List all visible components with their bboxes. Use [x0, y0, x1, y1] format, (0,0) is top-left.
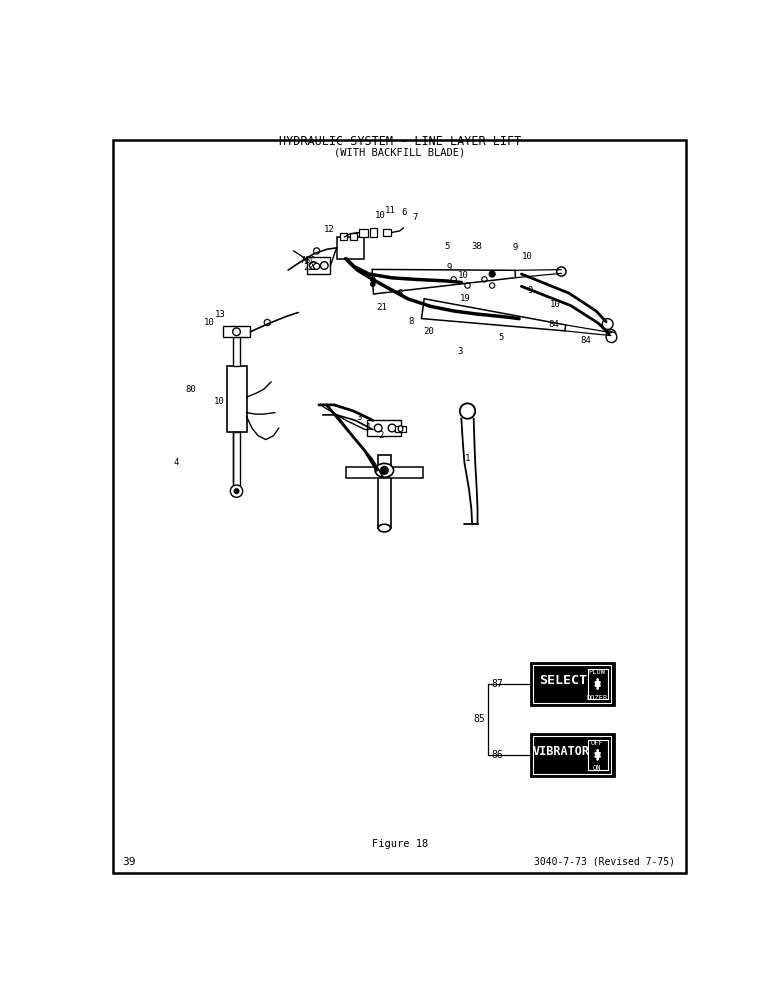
Bar	[378, 455, 391, 528]
Circle shape	[370, 282, 375, 286]
Text: 9: 9	[512, 243, 518, 252]
Text: 1: 1	[367, 424, 371, 432]
Circle shape	[451, 277, 456, 282]
Circle shape	[465, 283, 470, 288]
Ellipse shape	[399, 426, 402, 432]
Text: 38: 38	[471, 242, 482, 251]
Bar	[383, 229, 391, 235]
Text: 4: 4	[174, 458, 179, 467]
Text: 9: 9	[528, 286, 534, 295]
Text: 10: 10	[375, 211, 386, 220]
Circle shape	[310, 262, 317, 269]
Bar	[222, 326, 250, 337]
Text: 87: 87	[491, 679, 502, 689]
Text: 5: 5	[498, 333, 504, 342]
Bar	[346, 467, 423, 478]
Text: 3040-7-73 (Revised 7-75): 3040-7-73 (Revised 7-75)	[534, 857, 675, 867]
Text: 3: 3	[457, 347, 463, 356]
Text: 19: 19	[460, 294, 470, 303]
Text: DOZER: DOZER	[587, 694, 608, 700]
Ellipse shape	[375, 463, 394, 477]
Text: 20: 20	[424, 327, 434, 336]
Text: 8: 8	[397, 289, 402, 298]
Text: 13: 13	[215, 310, 225, 319]
Circle shape	[374, 424, 382, 432]
Circle shape	[264, 319, 271, 326]
Bar	[533, 736, 612, 774]
Text: 1: 1	[465, 454, 470, 463]
Bar	[350, 233, 357, 240]
Circle shape	[490, 283, 495, 288]
Circle shape	[602, 319, 613, 329]
Circle shape	[234, 489, 239, 493]
Text: PLOW: PLOW	[588, 669, 605, 675]
Text: 8: 8	[409, 317, 414, 326]
Text: ON: ON	[593, 765, 601, 771]
Circle shape	[321, 262, 328, 269]
Circle shape	[459, 403, 475, 419]
Text: OFF: OFF	[590, 740, 603, 746]
Text: 9: 9	[446, 263, 452, 272]
Bar	[530, 663, 614, 705]
Circle shape	[381, 466, 388, 474]
Bar	[337, 237, 363, 259]
Text: 7: 7	[413, 213, 418, 222]
Bar	[587, 669, 608, 699]
Text: 3: 3	[356, 413, 362, 422]
Bar	[370, 228, 377, 237]
Circle shape	[314, 263, 320, 269]
Bar	[226, 366, 246, 432]
Text: 39: 39	[122, 857, 136, 867]
Text: 6: 6	[401, 208, 406, 217]
Text: 5: 5	[445, 242, 450, 251]
Text: 10: 10	[459, 271, 469, 280]
Circle shape	[557, 267, 566, 276]
Bar	[232, 432, 240, 486]
Text: SELECT: SELECT	[539, 674, 587, 687]
Circle shape	[606, 332, 617, 343]
Bar	[587, 740, 608, 770]
Bar	[395, 426, 406, 432]
Text: 10: 10	[550, 300, 561, 309]
Ellipse shape	[378, 524, 391, 532]
Text: 85: 85	[473, 714, 485, 724]
Circle shape	[230, 485, 243, 497]
Text: 12: 12	[324, 225, 335, 234]
Text: 11: 11	[385, 206, 396, 215]
Bar	[232, 336, 240, 366]
Text: HYDRAULIC SYSTEM - LINE LAYER LIFT: HYDRAULIC SYSTEM - LINE LAYER LIFT	[278, 135, 521, 148]
Text: 10: 10	[204, 318, 215, 327]
Text: (WITH BACKFILL BLADE): (WITH BACKFILL BLADE)	[334, 147, 466, 157]
Text: Figure 18: Figure 18	[371, 839, 428, 849]
Bar	[307, 257, 331, 274]
Circle shape	[370, 277, 375, 282]
Text: 86: 86	[491, 750, 502, 760]
Circle shape	[314, 248, 320, 254]
Circle shape	[482, 277, 488, 282]
Text: ABC: ABC	[302, 256, 316, 265]
Circle shape	[388, 424, 396, 432]
Text: VIBRATOR: VIBRATOR	[533, 745, 590, 758]
Bar	[530, 734, 614, 776]
Bar	[367, 420, 401, 436]
Text: 84: 84	[581, 336, 591, 345]
Text: 80: 80	[185, 385, 196, 394]
Text: 2: 2	[378, 431, 384, 440]
Text: 10: 10	[214, 397, 224, 406]
Circle shape	[607, 329, 615, 339]
Bar	[359, 229, 368, 237]
Text: 84: 84	[548, 320, 559, 329]
Text: 22: 22	[303, 263, 314, 272]
Circle shape	[232, 328, 240, 336]
Circle shape	[489, 271, 495, 277]
Text: 10: 10	[522, 252, 533, 261]
Bar	[340, 233, 346, 240]
Text: 21: 21	[376, 303, 387, 312]
Bar	[533, 665, 612, 703]
